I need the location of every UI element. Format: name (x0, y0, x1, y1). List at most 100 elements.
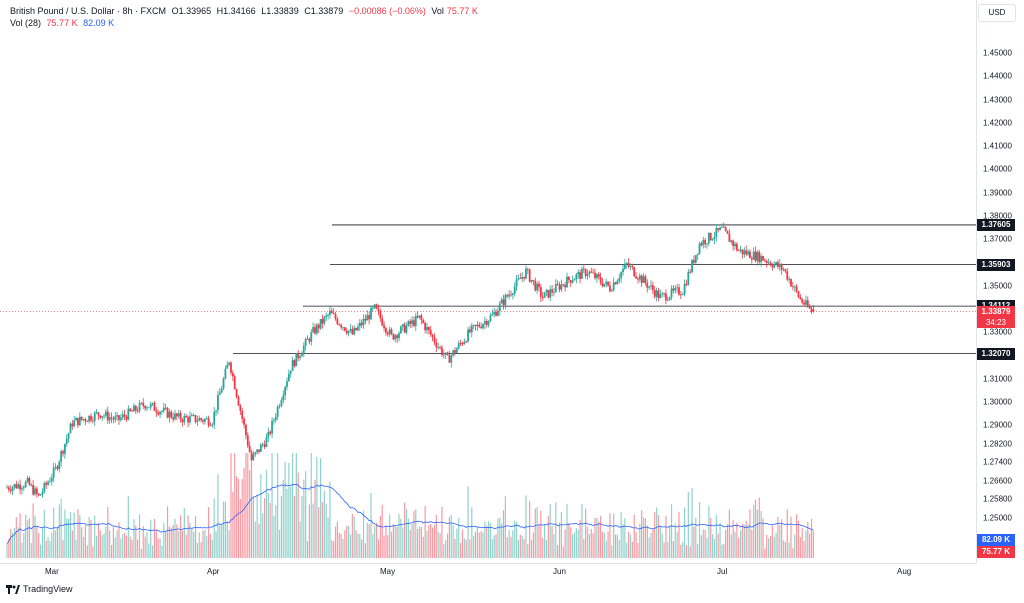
candle-body (504, 295, 507, 306)
candle-body (77, 417, 79, 426)
volume-bar (797, 520, 800, 558)
candle-body (267, 431, 270, 438)
volume-bar (480, 531, 482, 558)
candle-body (218, 392, 221, 396)
candle-body (168, 411, 171, 418)
candle-body (161, 411, 163, 412)
volume-bar (82, 536, 85, 558)
candle-body (457, 343, 460, 349)
candle-body (722, 226, 725, 228)
currency-button[interactable]: USD (978, 4, 1016, 22)
volume-bar (670, 504, 673, 558)
volume-bar (529, 501, 531, 558)
price-chart[interactable] (0, 0, 976, 563)
volume-bar (678, 511, 680, 558)
volume-bar (264, 498, 266, 558)
candle-body (39, 494, 42, 496)
candle-body (211, 424, 214, 426)
candle-body (213, 411, 216, 425)
candle-body (502, 299, 505, 306)
volume-bar (706, 537, 708, 558)
candle-body (609, 285, 611, 292)
volume-bar (97, 522, 100, 558)
candle-body (6, 487, 8, 489)
volume-bar (639, 523, 641, 558)
candle-body (106, 411, 109, 421)
volume-bar (336, 521, 338, 558)
tradingview-logo[interactable]: TradingView (6, 584, 73, 594)
volume-bar (661, 533, 663, 558)
candle-body (674, 288, 677, 291)
volume-bar (252, 496, 254, 558)
candle-body (82, 419, 85, 420)
candle-body (541, 296, 544, 298)
volume-bar (110, 545, 113, 558)
volume-bar (644, 518, 646, 558)
candle-body (485, 321, 488, 325)
volume-bar (693, 526, 695, 558)
candle-body (306, 338, 309, 340)
candle-body (407, 321, 410, 326)
time-axis[interactable]: Mar Apr May Jun Jul Aug (0, 563, 976, 580)
candle-body (463, 341, 466, 345)
candle-body (351, 329, 354, 335)
volume-bar (34, 515, 36, 558)
candle-body (603, 283, 606, 287)
volume-bar (314, 479, 316, 558)
volume-bar (230, 453, 232, 558)
candle-body (287, 373, 290, 382)
volume-bar (676, 531, 678, 558)
candle-body (116, 415, 119, 417)
volume-bar (166, 506, 169, 558)
volume-bar (208, 507, 210, 558)
candle-body (691, 259, 693, 272)
volume-bar (249, 470, 251, 558)
candle-body (803, 302, 805, 305)
volume-bar (379, 515, 381, 558)
volume-bar (532, 532, 534, 558)
volume-bar (499, 517, 501, 558)
volume-bar (754, 499, 757, 558)
vol-ma-label[interactable]: Vol (28) (10, 18, 42, 28)
candle-body (49, 481, 51, 483)
price-tick-label: 1.42000 (983, 118, 1012, 128)
candle-body (433, 336, 436, 343)
volume-bar (601, 531, 604, 558)
candle-body (250, 451, 253, 460)
candle-body (60, 451, 63, 462)
candle-body (534, 280, 537, 291)
volume-bar (299, 521, 301, 558)
level-price-tag[interactable]: 1.32070 (977, 347, 1015, 360)
ohlc-legend: British Pound / U.S. Dollar · 8h · FXCM … (10, 6, 481, 16)
chart-area[interactable]: British Pound / U.S. Dollar · 8h · FXCM … (0, 0, 976, 563)
candle-body (34, 488, 36, 495)
volume-bar (321, 502, 324, 558)
volume-bar (667, 541, 669, 558)
legend-high: H1.34166 (216, 6, 256, 16)
candle-body (584, 269, 587, 277)
candle-body (441, 347, 443, 355)
candle-body (659, 294, 662, 298)
volume-bar (36, 526, 38, 558)
candle-body (784, 269, 787, 272)
candle-body (246, 435, 249, 446)
volume-ma-tag: 82.09 K (977, 534, 1015, 546)
level-price-tag[interactable]: 1.37605 (977, 218, 1015, 231)
volume-bar (426, 531, 428, 558)
volume-bar (73, 512, 75, 558)
price-axis[interactable] (976, 0, 1024, 563)
symbol-title[interactable]: British Pound / U.S. Dollar · 8h · FXCM (10, 6, 167, 16)
candle-body (717, 228, 720, 230)
candle-body (556, 284, 559, 285)
candle-body (795, 286, 798, 292)
candle-body (136, 410, 139, 412)
volume-bar (796, 514, 798, 558)
candle-body (511, 293, 514, 295)
volume-bar (545, 540, 548, 558)
level-price-tag[interactable]: 1.35903 (977, 258, 1015, 271)
candle-body (280, 400, 283, 407)
volume-bar (558, 522, 561, 558)
volume-bar (25, 514, 27, 558)
candle-body (194, 414, 197, 422)
candle-body (627, 263, 630, 267)
